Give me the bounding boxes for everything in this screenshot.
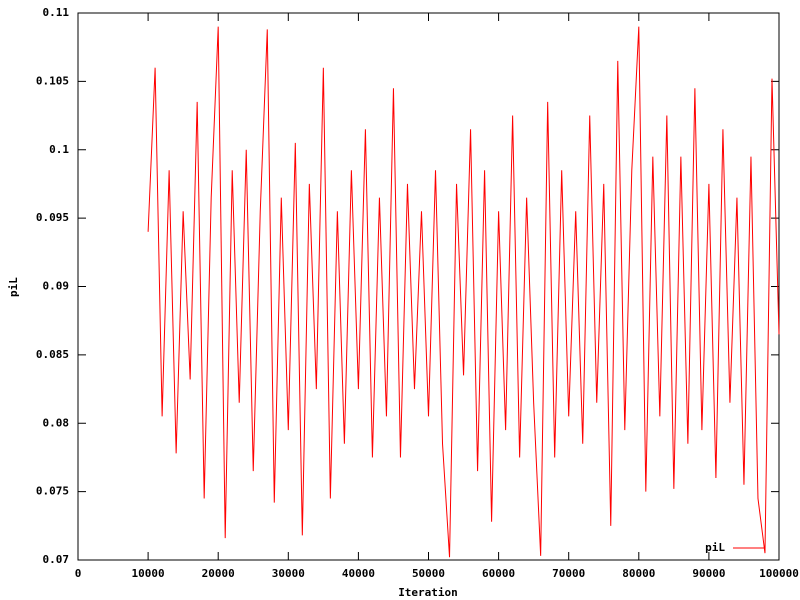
x-tick-label: 80000 (622, 567, 655, 580)
x-tick-label: 50000 (412, 567, 445, 580)
y-tick-label: 0.095 (36, 211, 69, 224)
y-axis-label: piL (7, 277, 20, 297)
y-tick-label: 0.07 (43, 553, 70, 566)
y-tick-label: 0.075 (36, 485, 69, 498)
y-tick-label: 0.105 (36, 74, 69, 87)
y-tick-label: 0.1 (49, 143, 69, 156)
x-tick-label: 60000 (482, 567, 515, 580)
y-tick-label: 0.085 (36, 348, 69, 361)
y-tick-label: 0.08 (43, 416, 70, 429)
x-tick-label: 90000 (692, 567, 725, 580)
x-tick-label: 10000 (132, 567, 165, 580)
x-tick-label: 30000 (272, 567, 305, 580)
y-tick-label: 0.09 (43, 280, 70, 293)
x-tick-label: 70000 (552, 567, 585, 580)
x-tick-label: 0 (75, 567, 82, 580)
legend-label: piL (705, 541, 725, 554)
x-tick-label: 40000 (342, 567, 375, 580)
y-tick-label: 0.11 (43, 6, 70, 19)
x-axis-label: Iteration (398, 586, 458, 599)
x-tick-label: 100000 (759, 567, 799, 580)
data-line (147, 26, 780, 558)
x-tick-label: 20000 (202, 567, 235, 580)
